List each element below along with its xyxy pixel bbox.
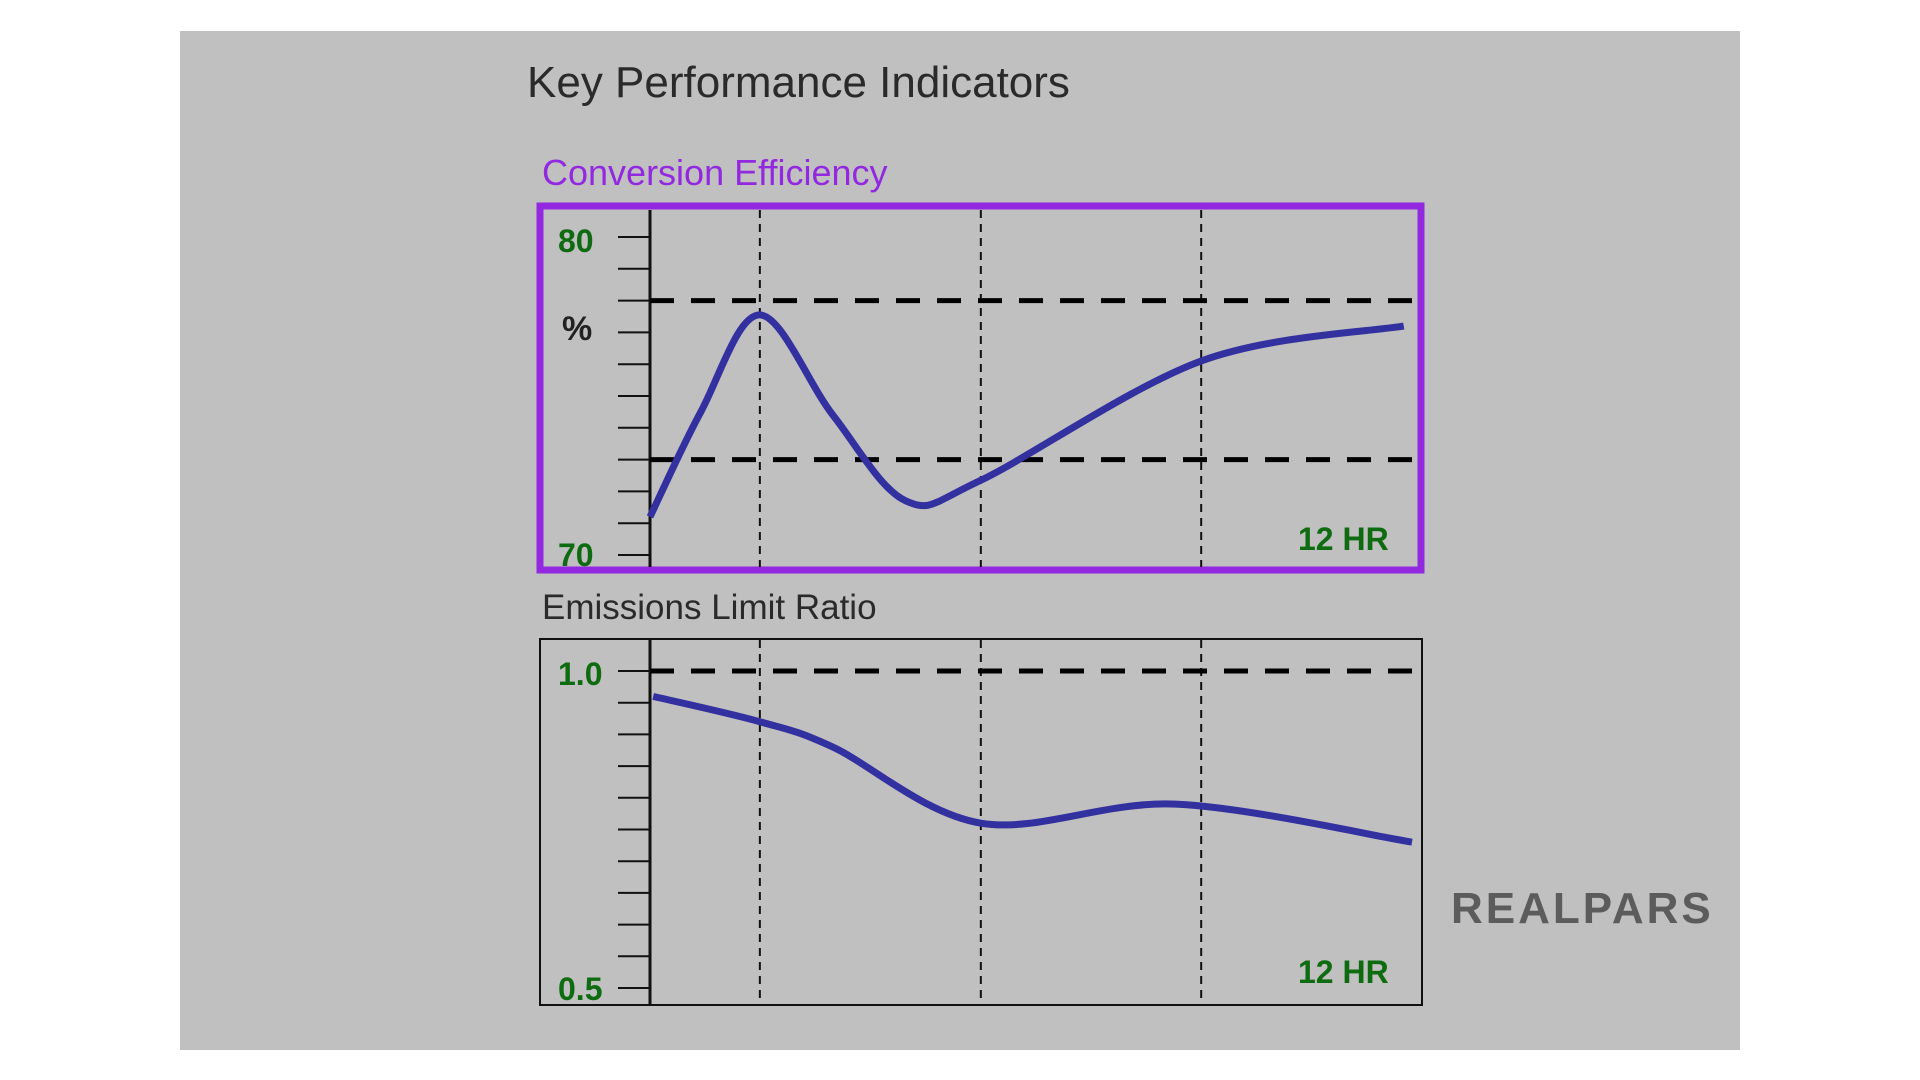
plot-area	[618, 210, 1418, 567]
y-tick-label-max: 1.0	[558, 656, 602, 692]
y-axis-unit: %	[562, 310, 592, 348]
y-tick-label-min: 0.5	[558, 971, 602, 1007]
y-tick-label-max: 80	[558, 223, 594, 259]
plot-area	[618, 640, 1418, 1004]
conversion-efficiency-chart: 80 70 % 12 HR	[536, 202, 1425, 574]
conversion-efficiency-title: Conversion Efficiency	[542, 152, 888, 193]
realpars-logo: REALPARS	[1451, 884, 1714, 933]
data-series-line	[652, 692, 1413, 846]
chart-frame	[539, 638, 1423, 1006]
emissions-limit-ratio-title: Emissions Limit Ratio	[542, 588, 877, 627]
x-span-label: 12 HR	[1298, 521, 1389, 557]
chart-frame-highlight	[536, 202, 1425, 574]
emissions-limit-ratio-chart: 1.0 0.5 12 HR	[539, 638, 1423, 1007]
data-series-line	[646, 311, 1405, 519]
page-title: Key Performance Indicators	[527, 58, 1070, 107]
y-tick-label-min: 70	[558, 537, 594, 573]
x-span-label: 12 HR	[1298, 954, 1389, 990]
background-panel	[180, 31, 1740, 1050]
